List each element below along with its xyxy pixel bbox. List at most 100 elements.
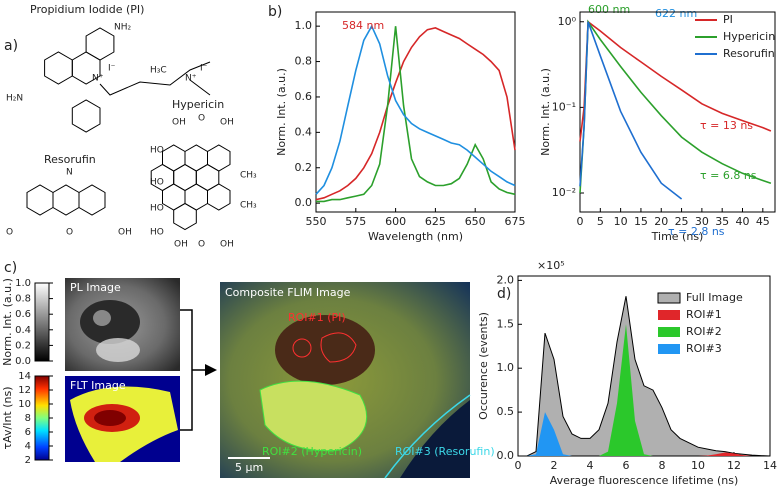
legend-label: ROI#2 (686, 325, 722, 338)
colorbar (34, 375, 50, 461)
legend-swatch (658, 344, 680, 354)
y-tick-label: 0.0 (295, 196, 313, 209)
atom-label: OH (220, 118, 234, 128)
atom-label: N (66, 168, 73, 178)
roi-label: ROI#2 (Hypericin) (262, 445, 362, 458)
atom-label: NH₂ (114, 23, 132, 33)
x-tick-label: 2 (551, 459, 558, 472)
x-tick-label: 14 (763, 459, 777, 472)
y-tick-label: 10⁰ (558, 15, 577, 28)
colorbar-tick-label: 8 (25, 413, 31, 424)
bond (71, 99, 101, 133)
series-line (315, 27, 516, 201)
bond (162, 183, 186, 211)
colorbar-tick-label: 0.6 (15, 309, 31, 320)
annotation: τ = 6.8 ns (700, 169, 757, 182)
bond (173, 202, 197, 231)
atom-label: H₂N (6, 94, 23, 104)
molecule-name: Resorufin (44, 153, 96, 166)
scale-bar-label: 5 µm (235, 461, 263, 474)
chart: 0 2 4 6 8 10 12 14 0.0 0.5 1.0 1.5 2.0 Average fluore… (477, 259, 777, 487)
legend-swatch (657, 292, 681, 304)
atom-label: HO (150, 178, 164, 188)
atom-label: OH (172, 118, 186, 128)
plot-frame (579, 11, 776, 213)
x-tick-label: 550 (306, 215, 327, 228)
legend-swatch (658, 310, 680, 320)
y-tick-label: 0.0 (497, 449, 515, 462)
legend-label: Hypericin (723, 30, 775, 43)
colorbar (34, 282, 50, 362)
chart: 0 5 10 15 20 25 30 35 40 45 10⁻² 10⁻¹ 10⁰ Time (ns) No… (539, 11, 776, 243)
colorbar-tick-label: 2 (25, 455, 31, 466)
pl-nucleus (80, 300, 140, 344)
y-tick-label: 10⁻² (552, 186, 576, 199)
x-tick-label: 35 (715, 215, 729, 228)
image-title: Composite FLIM Image (225, 286, 351, 299)
atom-label: O (198, 114, 205, 124)
x-tick-label: 5 (597, 215, 604, 228)
x-tick-label: 600 (385, 215, 406, 228)
x-tick-label: 20 (654, 215, 668, 228)
roi2-outline (259, 380, 368, 452)
atom-label: I⁻ (108, 64, 116, 74)
colorbar-tick-label: 4 (25, 441, 31, 452)
bond (195, 163, 220, 192)
atom-label: HO (150, 204, 164, 214)
colorbar-tick-label: 0.2 (15, 340, 31, 351)
colorbar-tick-label: 12 (18, 385, 31, 396)
colorbar-label: τAv/Int (ns) (1, 386, 14, 449)
annotation: 584 nm (342, 19, 384, 32)
roi-label: ROI#1 (PI) (288, 311, 346, 324)
panel-label: d) (497, 286, 511, 302)
atom-label: I⁻ (200, 64, 208, 74)
roi3-outline (384, 394, 471, 479)
x-tick-label: 675 (505, 215, 526, 228)
bond (207, 183, 231, 211)
bond (184, 183, 208, 211)
atom-label: OH (174, 240, 188, 250)
colorbar-tick-label: 0.8 (15, 294, 31, 305)
y-axis-label: Norm. Int. (a.u.) (539, 68, 552, 156)
x-tick-label: 10 (691, 459, 705, 472)
x-tick-label: 575 (345, 215, 366, 228)
x-tick-label: 10 (614, 215, 628, 228)
annotation: ×10⁵ (537, 259, 565, 272)
annotation: 600 nm (588, 3, 630, 16)
bond (26, 184, 54, 216)
series-line (579, 21, 683, 200)
bond (162, 144, 186, 172)
x-tick-label: 40 (736, 215, 750, 228)
bond (44, 51, 73, 85)
molecule-name: Propidium Iodide (PI) (30, 3, 144, 16)
colorbar-tick-label: 0.4 (15, 325, 31, 336)
composite-nucleus (275, 315, 375, 385)
atom-label: O (6, 228, 13, 238)
legend-label: Resorufin (723, 47, 775, 60)
annotation: 622 nm (655, 7, 697, 20)
panel-label: b) (268, 4, 282, 20)
atom-label: CH₃ (240, 171, 257, 181)
y-tick-label: 1.0 (497, 361, 515, 374)
y-tick-label: 0.5 (497, 405, 515, 418)
series-area (518, 412, 770, 456)
y-tick-label: 1.0 (295, 19, 313, 32)
x-tick-label: 0 (515, 459, 522, 472)
roi1-outline (292, 338, 312, 358)
colorbar-tick-label: 6 (25, 427, 31, 438)
image-title: PL Image (70, 281, 121, 294)
x-axis-label: Average fluorescence lifetime (ns) (550, 474, 739, 487)
colorbar-tick-label: 14 (18, 371, 31, 382)
x-tick-label: 15 (634, 215, 648, 228)
atom-label: N⁺ (185, 74, 197, 84)
atom-label: HO (150, 228, 164, 238)
bond (78, 184, 106, 216)
roi-label: ROI#3 (Resorufin) (395, 445, 495, 458)
flt-core (94, 410, 126, 426)
bond (173, 163, 197, 192)
y-tick-label: 0.6 (295, 90, 313, 103)
image-title: FLT Image (70, 379, 126, 392)
bond (52, 184, 80, 216)
